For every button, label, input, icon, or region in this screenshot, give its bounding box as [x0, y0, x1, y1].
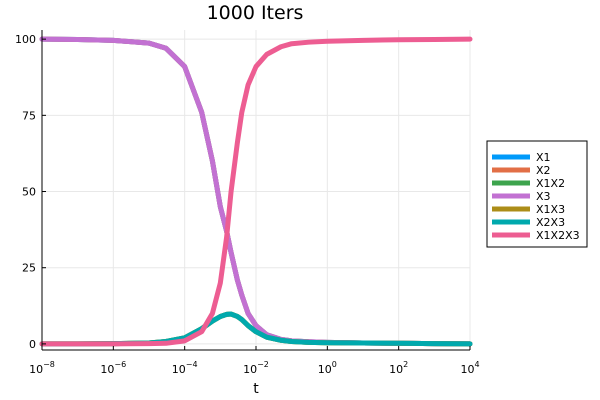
legend-label-x3: X3	[536, 190, 551, 203]
x-tick-label: 10−2	[243, 360, 269, 376]
x-tick-label: 10−8	[29, 360, 55, 376]
x-tick-labels: 10−8 10−6 10−4 10−2 100 102 104	[29, 346, 480, 376]
legend-label-x2: X2	[536, 164, 551, 177]
legend-label-x1x3: X1X3	[536, 203, 565, 216]
series-line-x1x2x3	[39, 36, 473, 347]
grid	[41, 30, 471, 350]
x-tick-label: 104	[460, 360, 479, 376]
x-axis-label: t	[253, 381, 259, 397]
y-tick-label: 100	[15, 33, 36, 46]
x-tick-label: 102	[389, 360, 408, 376]
x-tick-label: 10−4	[172, 360, 198, 376]
x-tick-label: 100	[318, 360, 337, 376]
y-tick-label: 75	[22, 109, 36, 122]
legend-label-x1x2x3: X1X2X3	[536, 229, 580, 242]
y-tick-label: 25	[22, 262, 36, 275]
legend-label-x2x3: X2X3	[536, 216, 565, 229]
y-tick-label: 50	[22, 186, 36, 199]
x-tick-label: 10−6	[100, 360, 126, 376]
legend-label-x1x2: X1X2	[536, 177, 565, 190]
y-tick-labels: 0 25 50 75 100	[15, 33, 46, 351]
y-tick-label: 0	[29, 338, 36, 351]
chart-title: 1000 Iters	[207, 2, 304, 24]
legend-label-x1: X1	[536, 151, 551, 164]
series-lines	[39, 36, 473, 347]
